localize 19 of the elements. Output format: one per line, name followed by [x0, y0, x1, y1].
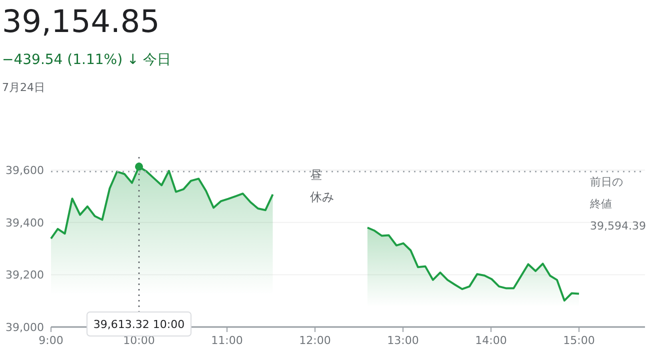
y-tick-label: 39,400 [6, 216, 44, 230]
chart-title: 39,154.85 [2, 4, 160, 40]
x-tick-label: 12:00 [299, 334, 331, 347]
x-tick-label: 15:00 [563, 334, 595, 347]
x-tick-label: 13:00 [387, 334, 419, 347]
annotation: 休み [310, 190, 334, 204]
annotation: 終値 [589, 198, 612, 211]
annotation: 39,594.39 [590, 220, 646, 233]
annotation: 39,613.32 10:00 [93, 318, 185, 331]
annotation: 昼 [310, 168, 322, 182]
x-tick-label: 14:00 [475, 334, 507, 347]
annotation: 前日の [590, 176, 623, 189]
x-tick-label: 9:00 [38, 334, 64, 347]
y-tick-label: 39,000 [6, 321, 44, 334]
x-tick-label: 11:00 [211, 334, 243, 347]
text: 7月24日 [2, 81, 45, 94]
y-tick-label: 39,200 [6, 268, 44, 282]
y-tick-label: 39,600 [6, 164, 44, 178]
chart-subtitle: −439.54 (1.11%) ↓ 今日 [2, 52, 172, 68]
